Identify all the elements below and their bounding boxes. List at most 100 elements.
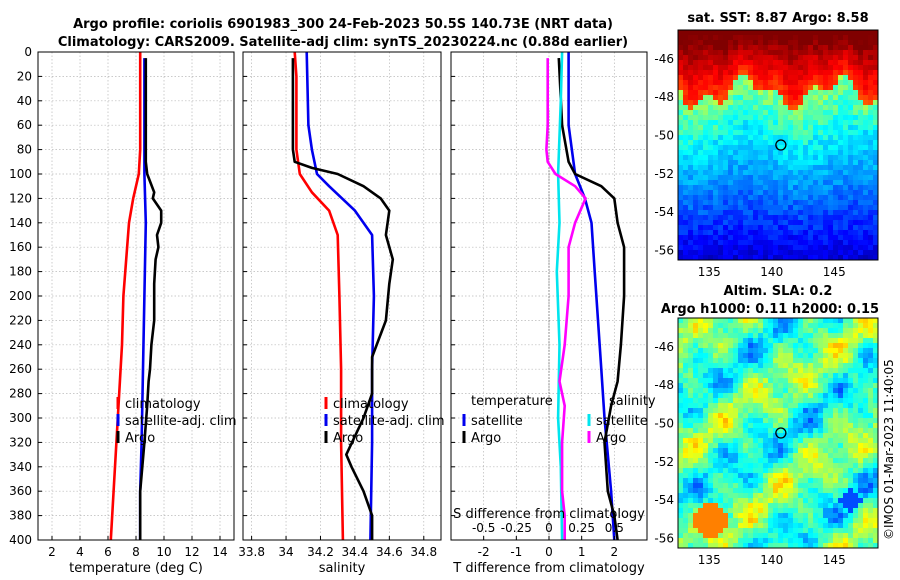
map-cell xyxy=(768,478,774,484)
map-cell xyxy=(733,150,739,156)
map-cell xyxy=(828,150,834,156)
map-cell xyxy=(853,348,859,354)
map-cell xyxy=(778,503,784,509)
map-cell xyxy=(788,363,794,369)
map-cell xyxy=(703,513,709,519)
map-cell xyxy=(743,150,749,156)
map-cell xyxy=(688,373,694,379)
map-cell xyxy=(808,368,814,374)
map-cell xyxy=(708,513,714,519)
map-cell xyxy=(708,353,714,359)
map-cell xyxy=(773,348,779,354)
map-cell xyxy=(763,130,769,136)
map-cell xyxy=(688,443,694,449)
map-cell xyxy=(813,458,819,464)
map-cell xyxy=(693,363,699,369)
map-cell xyxy=(738,245,744,251)
map-cell xyxy=(823,70,829,76)
map-cell xyxy=(693,120,699,126)
map-cell xyxy=(683,378,689,384)
map-subtitle: Argo h1000: 0.11 h2000: 0.15 xyxy=(661,302,879,317)
map-cell xyxy=(863,105,869,111)
map-cell xyxy=(863,318,869,324)
map-cell xyxy=(708,215,714,221)
map-cell xyxy=(848,255,854,260)
map-cell xyxy=(833,328,839,334)
map-cell xyxy=(788,488,794,494)
map-cell xyxy=(733,95,739,101)
map-cell xyxy=(853,85,859,91)
map-cell xyxy=(723,90,729,96)
map-cell xyxy=(678,533,684,539)
map-cell xyxy=(713,200,719,206)
map-cell xyxy=(753,130,759,136)
map-cell xyxy=(868,130,874,136)
map-cell xyxy=(723,473,729,479)
map-cell xyxy=(783,75,789,81)
map-cell xyxy=(833,110,839,116)
map-cell xyxy=(863,393,869,399)
map-cell xyxy=(858,508,864,514)
map-cell xyxy=(863,160,869,166)
xtick-label: -1 xyxy=(510,545,522,559)
legend-label: climatology xyxy=(125,397,201,412)
map-cell xyxy=(683,110,689,116)
map-cell xyxy=(758,110,764,116)
map-cell xyxy=(728,328,734,334)
map-cell xyxy=(828,433,834,439)
map-cell xyxy=(753,70,759,76)
map-cell xyxy=(873,353,878,359)
map-cell xyxy=(838,393,844,399)
map-cell xyxy=(798,210,804,216)
map-cell xyxy=(738,150,744,156)
map-cell xyxy=(803,438,809,444)
map-cell xyxy=(758,105,764,111)
map-cell xyxy=(743,373,749,379)
map-cell xyxy=(838,50,844,56)
map-cell xyxy=(843,45,849,51)
map-cell xyxy=(818,438,824,444)
map-cell xyxy=(683,343,689,349)
map-cell xyxy=(803,478,809,484)
map-cell xyxy=(783,215,789,221)
map-cell xyxy=(793,65,799,71)
map-cell xyxy=(678,383,684,389)
map-cell xyxy=(873,473,878,479)
map-cell xyxy=(778,140,784,146)
map-cell xyxy=(798,180,804,186)
map-cell xyxy=(753,448,759,454)
map-cell xyxy=(748,35,754,41)
map-cell xyxy=(713,393,719,399)
map-cell xyxy=(793,245,799,251)
map-cell xyxy=(713,468,719,474)
map-cell xyxy=(693,348,699,354)
map-cell xyxy=(758,343,764,349)
map-cell xyxy=(853,488,859,494)
map-cell xyxy=(848,333,854,339)
map-cell xyxy=(843,35,849,41)
map-cell xyxy=(783,398,789,404)
map-cell xyxy=(808,240,814,246)
map-cell xyxy=(763,235,769,241)
map-cell xyxy=(698,423,704,429)
map-cell xyxy=(798,205,804,211)
map-cell xyxy=(838,75,844,81)
map-cell xyxy=(858,463,864,469)
map-cell xyxy=(833,338,839,344)
map-cell xyxy=(828,478,834,484)
map-cell xyxy=(773,398,779,404)
map-cell xyxy=(758,65,764,71)
map-cell xyxy=(708,115,714,121)
map-cell xyxy=(788,458,794,464)
map-cell xyxy=(873,373,878,379)
map-cell xyxy=(823,235,829,241)
map-cell xyxy=(788,483,794,489)
map-cell xyxy=(783,523,789,529)
map-cell xyxy=(758,513,764,519)
map-cell xyxy=(823,130,829,136)
map-cell xyxy=(738,230,744,236)
map-cell xyxy=(803,185,809,191)
map-cell xyxy=(783,55,789,61)
map-cell xyxy=(718,498,724,504)
map-cell xyxy=(758,453,764,459)
